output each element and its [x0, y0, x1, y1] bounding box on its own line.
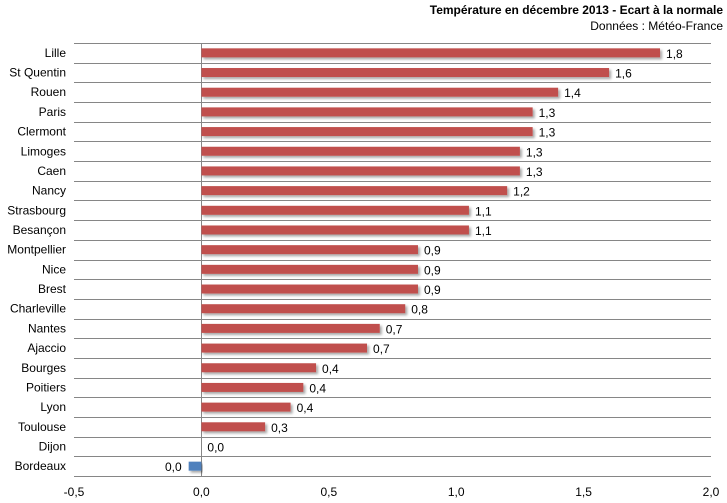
- bar: [201, 127, 533, 137]
- chart-subtitle: Données : Météo-France: [590, 19, 723, 33]
- data-label: 1,1: [475, 224, 492, 238]
- bar: [201, 323, 380, 333]
- category-label: Paris: [39, 105, 66, 119]
- data-label: 1,4: [564, 86, 581, 100]
- data-label: 0,9: [424, 283, 441, 297]
- x-tick-label: 0,0: [193, 485, 210, 499]
- category-label: Clermont: [17, 125, 66, 139]
- category-label: Rouen: [31, 85, 66, 99]
- bar: [201, 422, 266, 432]
- data-label: 1,3: [539, 126, 556, 140]
- bar: [201, 166, 520, 176]
- data-label: 0,7: [373, 342, 390, 356]
- category-label: Limoges: [21, 144, 66, 158]
- category-label: Montpellier: [7, 243, 66, 257]
- category-label: Nantes: [28, 321, 66, 335]
- category-label: Bourges: [21, 361, 66, 375]
- x-tick-label: 1,5: [575, 485, 592, 499]
- category-label: St Quentin: [9, 66, 66, 80]
- category-label: Poitiers: [26, 380, 66, 394]
- x-tick-label: 1,0: [448, 485, 465, 499]
- bar: [201, 382, 304, 392]
- x-tick-label: 0,5: [320, 485, 337, 499]
- bar: [201, 205, 469, 215]
- bar: [201, 402, 291, 412]
- data-label: 0,0: [207, 440, 224, 454]
- bar: [201, 225, 469, 235]
- data-label: 0,9: [424, 263, 441, 277]
- bar: [201, 284, 418, 294]
- category-label: Lyon: [40, 400, 66, 414]
- x-tick-label: 2,0: [703, 485, 720, 499]
- category-label: Lille: [45, 46, 67, 60]
- bar: [201, 343, 368, 353]
- data-label: 0,4: [297, 401, 314, 415]
- category-label: Nancy: [32, 184, 66, 198]
- category-label: Bordeaux: [15, 459, 66, 473]
- bar: [201, 146, 520, 156]
- bar: [201, 264, 418, 274]
- bar: [201, 186, 508, 196]
- bar: [201, 304, 406, 314]
- data-label: 0,8: [411, 303, 428, 317]
- data-label: 1,3: [539, 106, 556, 120]
- bar: [201, 87, 559, 97]
- category-label: Strasbourg: [7, 203, 66, 217]
- data-label: 0,7: [386, 322, 403, 336]
- category-label: Ajaccio: [27, 341, 66, 355]
- data-label: 0,0: [165, 460, 182, 474]
- data-label: 1,3: [526, 145, 543, 159]
- bar: [201, 363, 317, 373]
- bar: [188, 461, 202, 471]
- data-label: 1,8: [666, 47, 683, 61]
- data-label: 1,6: [615, 67, 632, 81]
- data-label: 1,2: [513, 185, 530, 199]
- category-label: Nice: [42, 262, 66, 276]
- category-label: Charleville: [10, 302, 66, 316]
- category-label: Brest: [38, 282, 67, 296]
- bar: [201, 48, 661, 58]
- data-label: 1,3: [526, 165, 543, 179]
- category-label: Besançon: [13, 223, 66, 237]
- data-label: 0,4: [309, 381, 326, 395]
- bar: [201, 245, 418, 255]
- data-label: 0,4: [322, 362, 339, 376]
- data-label: 0,9: [424, 244, 441, 258]
- bar: [201, 107, 533, 117]
- chart-title: Température en décembre 2013 - Ecart à l…: [429, 3, 723, 17]
- data-label: 0,3: [271, 421, 288, 435]
- x-tick-label: -0,5: [64, 485, 85, 499]
- category-label: Caen: [37, 164, 66, 178]
- category-label: Dijon: [39, 439, 66, 453]
- data-label: 1,1: [475, 204, 492, 218]
- category-label: Toulouse: [18, 420, 66, 434]
- bar: [201, 68, 610, 78]
